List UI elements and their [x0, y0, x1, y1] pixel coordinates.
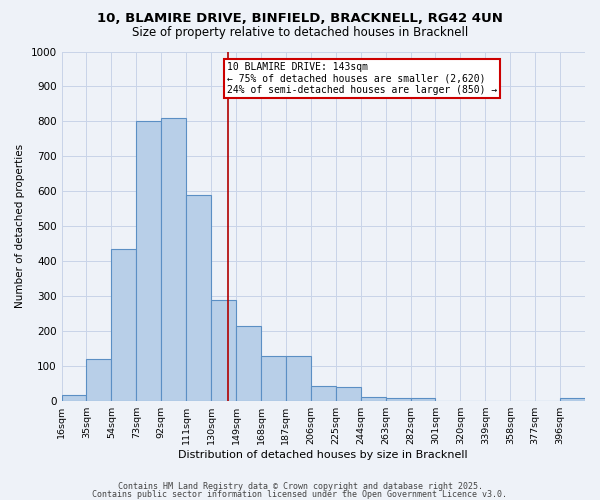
Bar: [186, 195, 211, 401]
Bar: [236, 326, 261, 401]
Bar: [86, 359, 112, 401]
X-axis label: Distribution of detached houses by size in Bracknell: Distribution of detached houses by size …: [178, 450, 468, 460]
Bar: [410, 398, 436, 401]
Bar: [311, 386, 336, 401]
Bar: [286, 356, 311, 401]
Y-axis label: Number of detached properties: Number of detached properties: [15, 144, 25, 308]
Text: Contains HM Land Registry data © Crown copyright and database right 2025.: Contains HM Land Registry data © Crown c…: [118, 482, 482, 491]
Bar: [361, 396, 386, 401]
Bar: [112, 249, 136, 401]
Text: Size of property relative to detached houses in Bracknell: Size of property relative to detached ho…: [132, 26, 468, 39]
Bar: [336, 387, 361, 401]
Bar: [261, 356, 286, 401]
Text: 10, BLAMIRE DRIVE, BINFIELD, BRACKNELL, RG42 4UN: 10, BLAMIRE DRIVE, BINFIELD, BRACKNELL, …: [97, 12, 503, 26]
Bar: [560, 398, 585, 401]
Bar: [386, 398, 410, 401]
Bar: [161, 118, 186, 401]
Text: 10 BLAMIRE DRIVE: 143sqm
← 75% of detached houses are smaller (2,620)
24% of sem: 10 BLAMIRE DRIVE: 143sqm ← 75% of detach…: [227, 62, 497, 95]
Bar: [62, 395, 86, 401]
Bar: [136, 122, 161, 401]
Bar: [211, 300, 236, 401]
Text: Contains public sector information licensed under the Open Government Licence v3: Contains public sector information licen…: [92, 490, 508, 499]
